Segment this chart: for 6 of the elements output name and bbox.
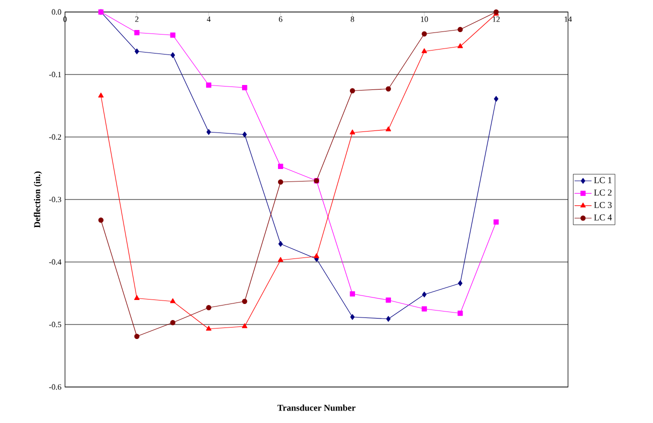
legend-label: LC 1: [594, 177, 612, 184]
legend-label: LC 3: [594, 202, 612, 208]
y-axis-title: Deflection (in.): [34, 172, 42, 228]
legend-label: LC 4: [594, 214, 612, 220]
x-axis-title: Transducer Number: [278, 404, 356, 411]
legend-label: LC 2: [594, 190, 612, 196]
